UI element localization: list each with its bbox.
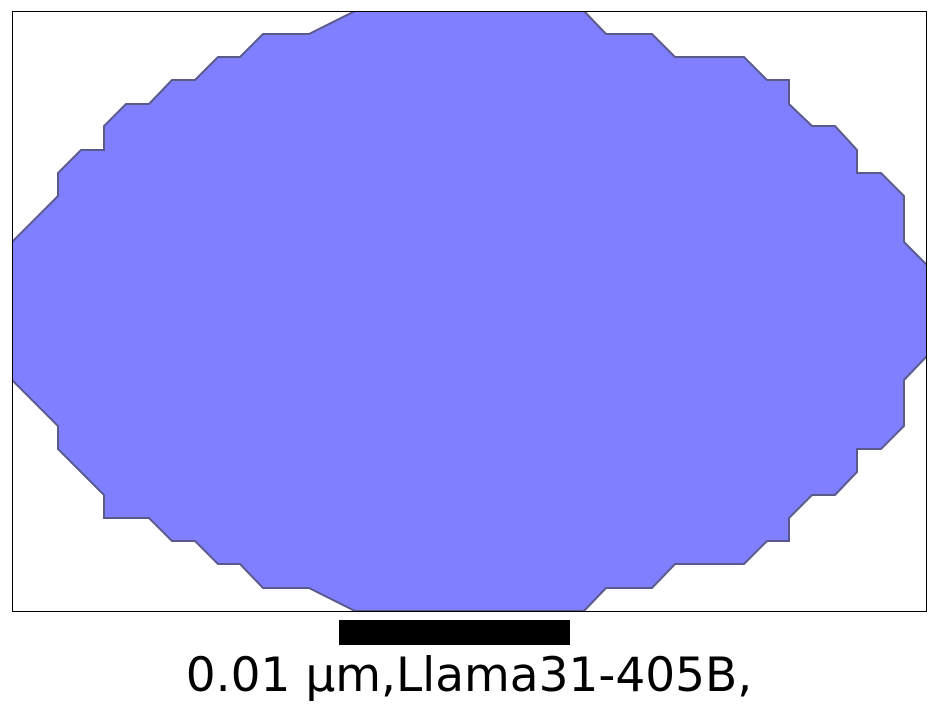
particle-shape (13, 12, 926, 611)
particle-canvas (13, 12, 926, 611)
image-frame (12, 11, 927, 612)
scale-bar-label: 0.01 µm,Llama31-405B, (185, 648, 753, 703)
scale-bar (339, 620, 570, 645)
